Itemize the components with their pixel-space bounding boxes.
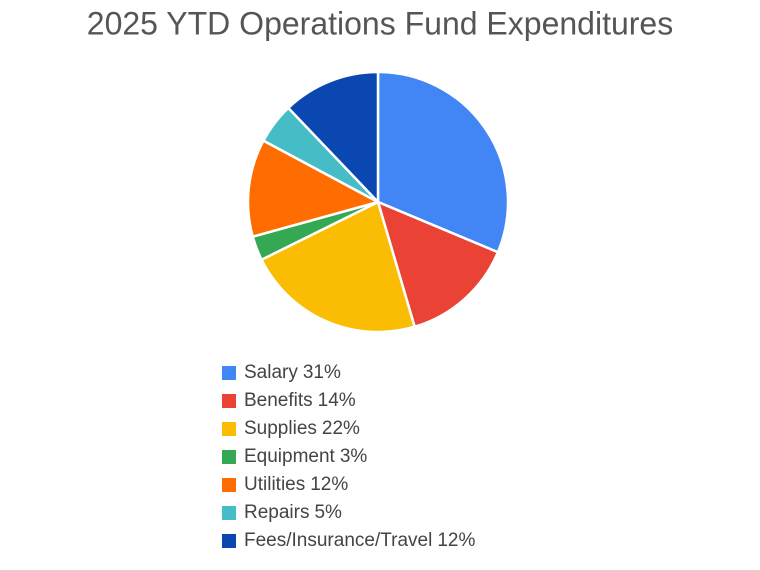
legend-value: 31% <box>303 362 341 383</box>
pie-slice <box>246 138 382 239</box>
legend-category: Supplies <box>244 418 317 439</box>
legend-label: Supplies 22% <box>244 418 360 439</box>
legend-swatch <box>222 394 236 408</box>
pie-slice <box>286 70 380 206</box>
legend-category: Equipment <box>244 446 336 467</box>
chart-title: 2025 YTD Operations Fund Expenditures <box>87 5 673 41</box>
legend-category: Fees/Insurance/Travel <box>244 530 432 551</box>
legend-category: Utilities <box>244 474 305 495</box>
legend-label: Utilities 12% <box>244 474 348 495</box>
legend-value: 12% <box>437 530 475 551</box>
legend-value: 5% <box>314 502 342 523</box>
legend-label: Fees/Insurance/Travel 12% <box>244 530 475 551</box>
legend-label: Equipment 3% <box>244 446 367 467</box>
legend-swatch <box>222 534 236 548</box>
legend-category: Repairs <box>244 502 309 523</box>
legend-value: 22% <box>322 418 360 439</box>
legend-category: Salary <box>244 362 298 383</box>
legend-value: 3% <box>340 446 368 467</box>
legend-value: 14% <box>318 390 356 411</box>
pie-slice <box>259 200 417 334</box>
legend-category: Benefits <box>244 390 313 411</box>
legend-label: Salary 31% <box>244 362 341 383</box>
legend-swatch <box>222 366 236 380</box>
legend-value: 12% <box>310 474 348 495</box>
legend-swatch <box>222 506 236 520</box>
legend-swatch <box>222 422 236 436</box>
legend-label: Repairs 5% <box>244 502 342 523</box>
legend-swatch <box>222 478 236 492</box>
pie-slice <box>376 199 500 329</box>
legend-label: Benefits 14% <box>244 390 356 411</box>
legend-swatch <box>222 450 236 464</box>
pie-slice <box>376 70 510 254</box>
